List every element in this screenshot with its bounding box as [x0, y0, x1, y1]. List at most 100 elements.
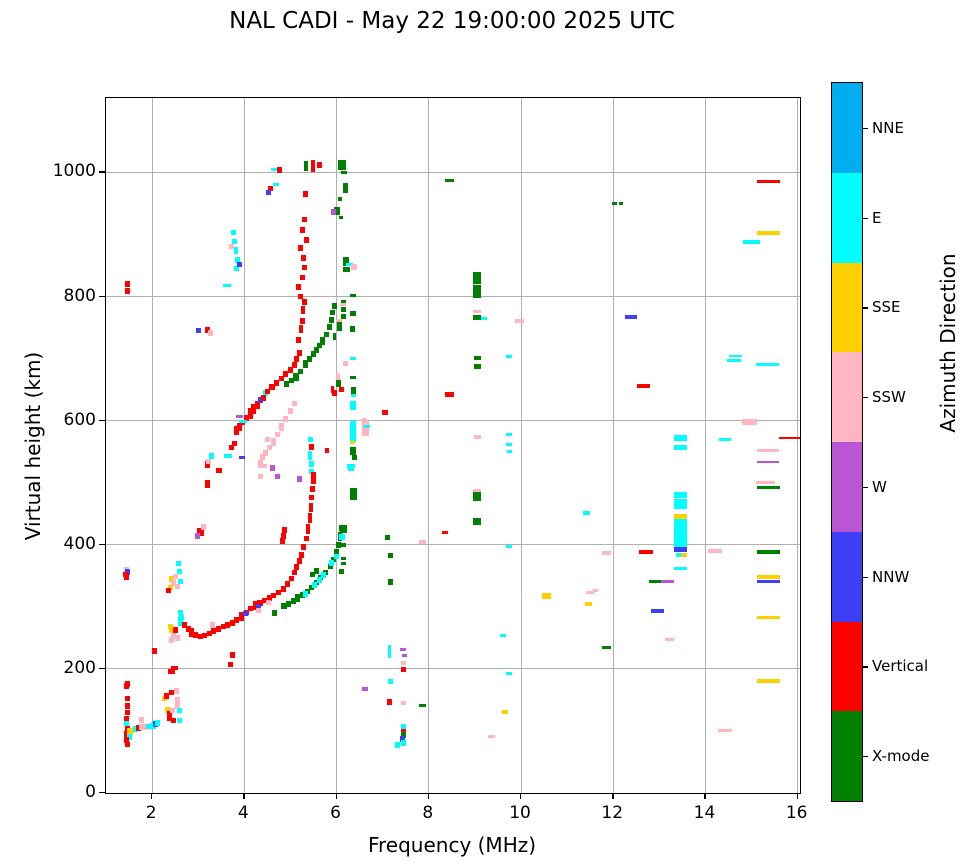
echo-point	[338, 568, 344, 574]
echo-point	[681, 553, 688, 558]
echo-point	[336, 379, 341, 388]
echo-point	[301, 264, 307, 271]
echo-point	[331, 389, 337, 396]
echo-point	[664, 637, 675, 641]
colorbar-segment-x-mode	[832, 711, 862, 801]
echo-point	[310, 478, 317, 484]
echo-point	[624, 315, 637, 319]
x-axis-label: Frequency (MHz)	[367, 833, 537, 857]
echo-point	[233, 265, 240, 272]
echo-point	[128, 727, 134, 734]
echo-point	[675, 553, 682, 558]
echo-point	[260, 454, 266, 461]
echo-point	[166, 715, 172, 722]
echo-point	[270, 465, 276, 471]
echo-point	[229, 620, 235, 626]
echo-point	[506, 450, 512, 454]
echo-point	[170, 631, 176, 638]
echo-point	[185, 626, 191, 632]
echo-point	[215, 626, 222, 632]
echo-point	[298, 324, 304, 333]
echo-point	[387, 552, 393, 559]
echo-point	[350, 420, 357, 442]
x-tick-label: 4	[237, 803, 249, 823]
x-tick	[704, 793, 706, 799]
echo-point	[582, 511, 591, 515]
echo-point	[350, 326, 356, 332]
echo-point	[442, 530, 448, 534]
echo-point	[124, 709, 130, 716]
echo-point	[331, 386, 335, 394]
echo-point	[125, 281, 131, 287]
echo-point	[303, 237, 309, 243]
echo-point	[307, 436, 313, 443]
x-tick-label: 8	[422, 803, 434, 823]
echo-point	[164, 707, 170, 713]
echo-point	[280, 586, 286, 592]
echo-point	[289, 575, 295, 582]
echo-point	[327, 563, 333, 570]
echo-point	[272, 182, 279, 186]
gridline-x-12	[612, 98, 614, 793]
echo-point	[303, 191, 309, 197]
echo-point	[254, 400, 260, 409]
x-tick-label: 14	[693, 803, 716, 823]
echo-point	[320, 336, 326, 345]
x-tick-label: 16	[785, 803, 808, 823]
echo-point	[444, 392, 455, 397]
echo-point	[661, 579, 674, 583]
y-tick	[99, 295, 105, 297]
echo-point	[334, 553, 340, 560]
echo-point	[340, 303, 346, 307]
echo-point	[167, 584, 173, 591]
echo-point	[332, 332, 336, 340]
echo-point	[236, 415, 244, 419]
echo-point	[124, 731, 130, 737]
echo-point	[197, 633, 203, 640]
echo-point	[649, 579, 662, 584]
echo-point	[333, 206, 340, 215]
echo-point	[220, 623, 226, 630]
echo-point	[309, 584, 315, 591]
echo-point	[175, 583, 181, 590]
echo-point	[350, 400, 357, 410]
colorbar-label-w: W	[872, 477, 887, 496]
echo-point	[305, 523, 311, 534]
x-tick	[796, 793, 798, 799]
x-tick	[151, 793, 153, 799]
echo-point	[275, 589, 281, 596]
colorbar-label-nne: NNE	[872, 118, 904, 137]
echo-point	[293, 372, 299, 381]
colorbar-label-vertical: Vertical	[872, 657, 929, 676]
echo-point	[235, 257, 241, 263]
echo-point	[757, 615, 781, 620]
x-tick	[520, 793, 522, 799]
echo-point	[674, 518, 687, 534]
echo-point	[264, 436, 270, 443]
echo-point	[208, 453, 214, 459]
echo-point	[308, 503, 313, 512]
echo-point	[280, 538, 286, 544]
echo-point	[176, 560, 182, 567]
echo-point	[350, 375, 357, 379]
gridline-y-800	[106, 296, 800, 298]
x-tick-label: 10	[509, 803, 531, 823]
echo-point	[650, 609, 664, 614]
echo-point	[487, 734, 496, 739]
echo-point	[176, 568, 182, 575]
echo-point	[618, 201, 623, 206]
echo-point	[278, 422, 284, 431]
echo-point	[275, 473, 281, 480]
echo-point	[387, 678, 393, 685]
echo-point	[400, 736, 406, 742]
colorbar-tick	[863, 486, 868, 489]
gridline-x-2	[151, 98, 153, 793]
echo-point	[177, 578, 183, 585]
echo-point	[506, 671, 513, 675]
echo-point	[350, 357, 357, 361]
echo-point	[231, 440, 237, 447]
echo-point	[343, 360, 349, 367]
colorbar-segment-nne	[832, 83, 862, 173]
echo-point	[639, 550, 653, 555]
